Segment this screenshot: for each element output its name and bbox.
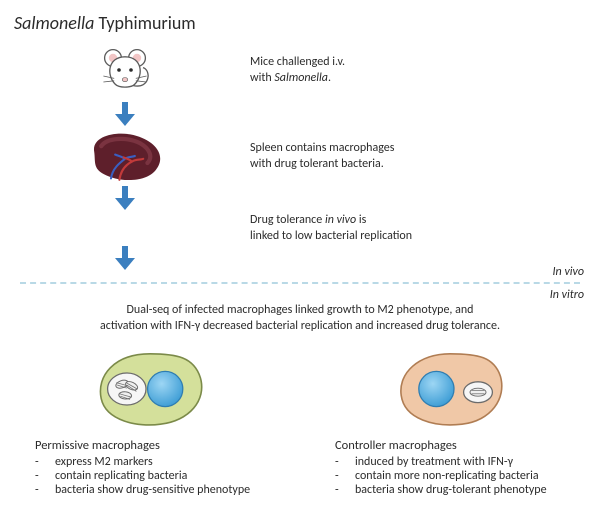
- controller-macrophage-icon: [390, 348, 510, 430]
- step-2-line1: Spleen contains macrophages: [250, 140, 588, 156]
- step-2-text: Spleen contains macrophages with drug to…: [250, 140, 600, 172]
- dualseq-line2: activation with IFN-γ decreased bacteria…: [48, 318, 552, 334]
- permissive-bullet-2: contain replicating bacteria: [55, 469, 187, 483]
- step-2: Spleen contains macrophages with drug to…: [0, 128, 600, 184]
- spleen-icon: [82, 128, 168, 184]
- arrow-3: [0, 246, 250, 270]
- step-1-text: Mice challenged i.v. with Salmonella.: [250, 54, 600, 86]
- step-3-line2: linked to low bacterial replication: [250, 228, 588, 244]
- permissive-heading: Permissive macrophages: [35, 438, 285, 453]
- permissive-bullet-3: bacteria show drug-sensitive phenotype: [55, 483, 250, 497]
- arrow-1: [0, 102, 250, 126]
- permissive-bullets: -express M2 markers -contain replicating…: [35, 455, 285, 497]
- controller-heading: Controller macrophages: [335, 438, 585, 453]
- step-2-line2: with drug tolerant bacteria.: [250, 156, 588, 172]
- controller-bullets: -induced by treatment with IFN-γ -contai…: [335, 455, 585, 497]
- label-in-vivo: In vivo: [553, 265, 584, 279]
- arrow-2: [0, 186, 250, 210]
- permissive-bullet-1: express M2 markers: [55, 455, 153, 469]
- step-1-line1: Mice challenged i.v.: [250, 54, 588, 70]
- step-1: Mice challenged i.v. with Salmonella.: [0, 40, 600, 100]
- dualseq-text: Dual-seq of infected macrophages linked …: [48, 302, 552, 334]
- permissive-block: Permissive macrophages -express M2 marke…: [15, 348, 285, 497]
- controller-block: Controller macrophages -induced by treat…: [315, 348, 585, 497]
- in-vivo-flow: Mice challenged i.v. with Salmonella. Sp…: [0, 40, 600, 272]
- label-in-vitro: In vitro: [550, 288, 584, 302]
- dualseq-line1: Dual-seq of infected macrophages linked …: [48, 302, 552, 318]
- figure-title: Salmonella Typhimurium: [14, 12, 196, 34]
- divider-dashed: [20, 282, 580, 284]
- step-3: Drug tolerance in vivo is linked to low …: [0, 212, 600, 244]
- title-genus: Salmonella: [14, 12, 94, 34]
- permissive-macrophage-icon: [90, 348, 210, 430]
- step-1-line2: with Salmonella.: [250, 70, 588, 86]
- step-3-text: Drug tolerance in vivo is linked to low …: [250, 212, 600, 244]
- mouse-icon: [95, 40, 155, 100]
- step-3-line1: Drug tolerance in vivo is: [250, 212, 588, 228]
- macrophage-comparison: Permissive macrophages -express M2 marke…: [0, 348, 600, 497]
- controller-bullet-2: contain more non-replicating bacteria: [355, 469, 539, 483]
- controller-bullet-3: bacteria show drug-tolerant phenotype: [355, 483, 547, 497]
- controller-bullet-1: induced by treatment with IFN-γ: [355, 455, 513, 469]
- title-species: Typhimurium: [98, 12, 195, 34]
